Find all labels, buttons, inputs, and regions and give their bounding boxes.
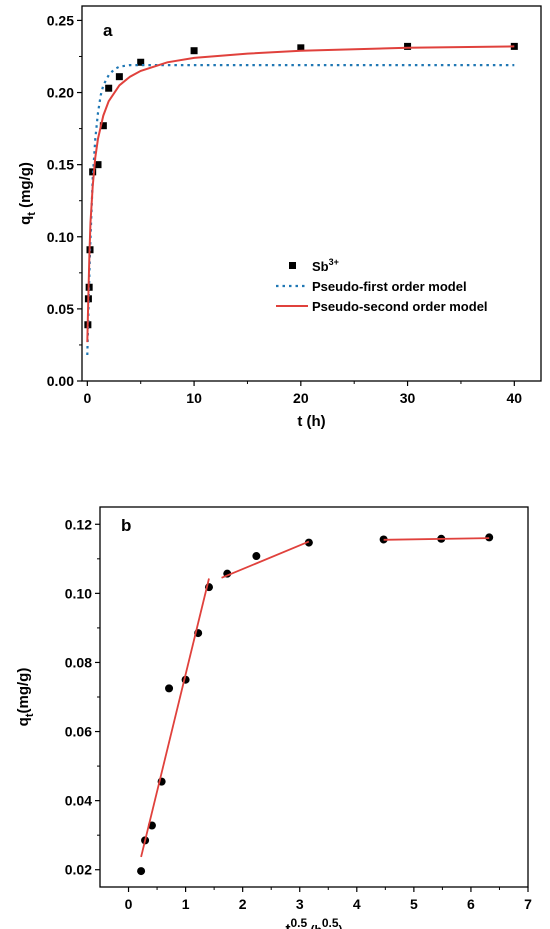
data-point xyxy=(94,161,102,169)
pseudo-second-order-curve xyxy=(86,45,515,343)
data-point xyxy=(165,684,174,693)
x-tick-label: 30 xyxy=(400,390,416,406)
panel-b-intraparticle-diffusion-plot: 0 1 2 3 4 5 6 7 0.02 0.04 0.06 0.08 0.10 0.12 b t0.5 (h… xyxy=(15,506,532,929)
x-tick-label: 40 xyxy=(507,390,523,406)
y-tick-label: 0.10 xyxy=(47,229,74,245)
panel-letter: a xyxy=(103,21,113,40)
fit-line-segment xyxy=(140,578,210,858)
x-tick-label: 10 xyxy=(186,390,202,406)
data-point xyxy=(105,84,113,92)
data-point xyxy=(297,44,305,52)
data-point xyxy=(190,47,198,55)
x-axis-label: t0.5 (h0.5) xyxy=(285,916,342,929)
y-tick-label: 0.04 xyxy=(65,793,92,809)
data-point xyxy=(404,42,412,50)
y-tick-label: 0.00 xyxy=(47,373,74,389)
pseudo-first-order-curve xyxy=(86,63,515,356)
y-axis-label: qt (mg/g) xyxy=(17,162,38,225)
x-axis-label: t (h) xyxy=(297,413,325,430)
y-tick-label: 0.10 xyxy=(65,585,92,601)
y-tick-label: 0.06 xyxy=(65,724,92,740)
panel-a-kinetics-plot: 0 10 20 30 40 0.00 0.05 0.10 0.15 0.20 0.25 a t (h) q… xyxy=(17,5,542,430)
x-tick-label: 20 xyxy=(293,390,309,406)
x-tick-label: 1 xyxy=(182,896,190,912)
y-tick-label: 0.02 xyxy=(65,862,92,878)
x-tick-label: 6 xyxy=(467,896,475,912)
data-point xyxy=(304,538,313,547)
legend-label: Pseudo-first order model xyxy=(312,279,467,294)
data-point xyxy=(99,122,107,130)
x-tick-label: 3 xyxy=(296,896,304,912)
legend-marker xyxy=(289,262,296,269)
data-point xyxy=(115,73,123,81)
fit-line-segment xyxy=(221,540,310,579)
plot-frame xyxy=(99,506,529,888)
y-tick-label: 0.12 xyxy=(65,516,92,532)
x-tick-label: 0 xyxy=(83,390,91,406)
x-tick-label: 7 xyxy=(524,896,532,912)
data-point xyxy=(137,867,146,876)
fit-line-segment xyxy=(383,537,490,541)
legend-label: Sb3+ xyxy=(312,257,339,274)
y-tick-label: 0.08 xyxy=(65,654,92,670)
y-tick-label: 0.20 xyxy=(47,85,74,101)
x-tick-label: 0 xyxy=(125,896,133,912)
legend-label: Pseudo-second order model xyxy=(312,299,488,314)
plot-frame xyxy=(81,5,542,382)
x-tick-label: 4 xyxy=(353,896,361,912)
data-point xyxy=(137,58,145,66)
y-tick-label: 0.15 xyxy=(47,157,74,173)
data-point xyxy=(510,42,518,50)
y-tick-label: 0.25 xyxy=(47,12,74,28)
y-tick-label: 0.05 xyxy=(47,301,74,317)
panel-letter: b xyxy=(121,516,131,535)
data-point xyxy=(252,552,261,561)
data-point xyxy=(485,533,494,542)
y-axis-label: qt(mg/g) xyxy=(15,668,36,727)
x-tick-label: 2 xyxy=(239,896,247,912)
x-tick-label: 5 xyxy=(410,896,418,912)
